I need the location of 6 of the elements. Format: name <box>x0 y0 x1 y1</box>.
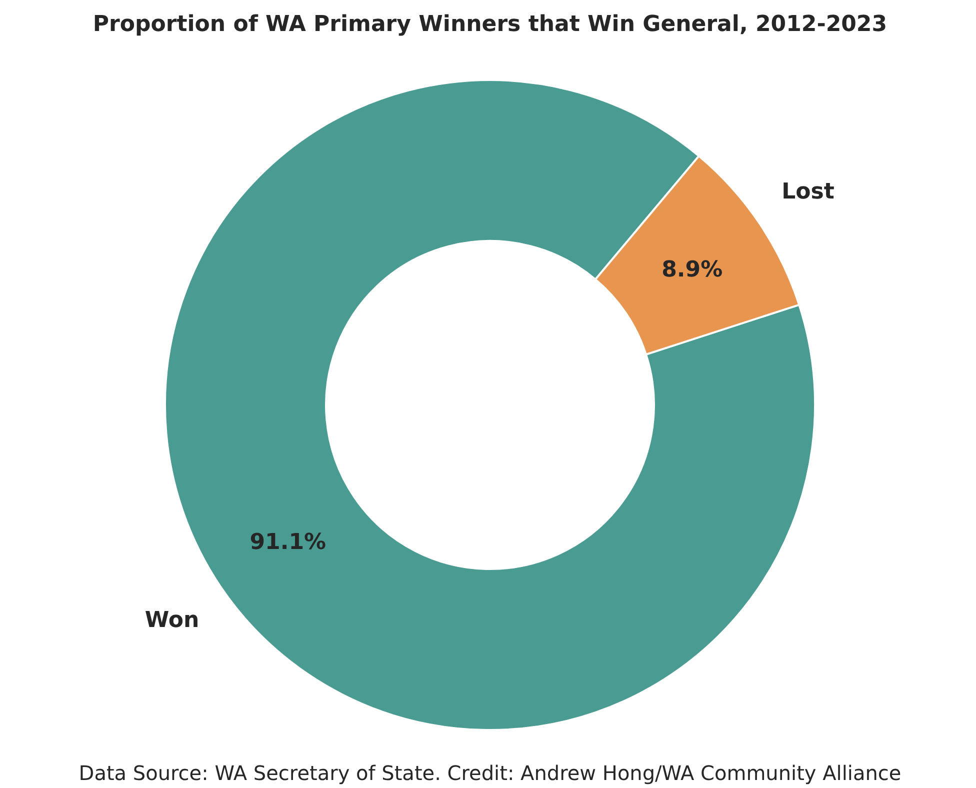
source-note: Data Source: WA Secretary of State. Credit: Andrew Hong/WA Community Alliance <box>78 761 902 785</box>
data-label: 8.9% <box>662 257 723 282</box>
data-label: 91.1% <box>250 530 326 555</box>
slice-label: Won <box>144 608 200 634</box>
chart-title: Proportion of WA Primary Winners that Win General, 2012-2023 <box>92 12 888 37</box>
slice-label: Lost <box>782 179 835 204</box>
